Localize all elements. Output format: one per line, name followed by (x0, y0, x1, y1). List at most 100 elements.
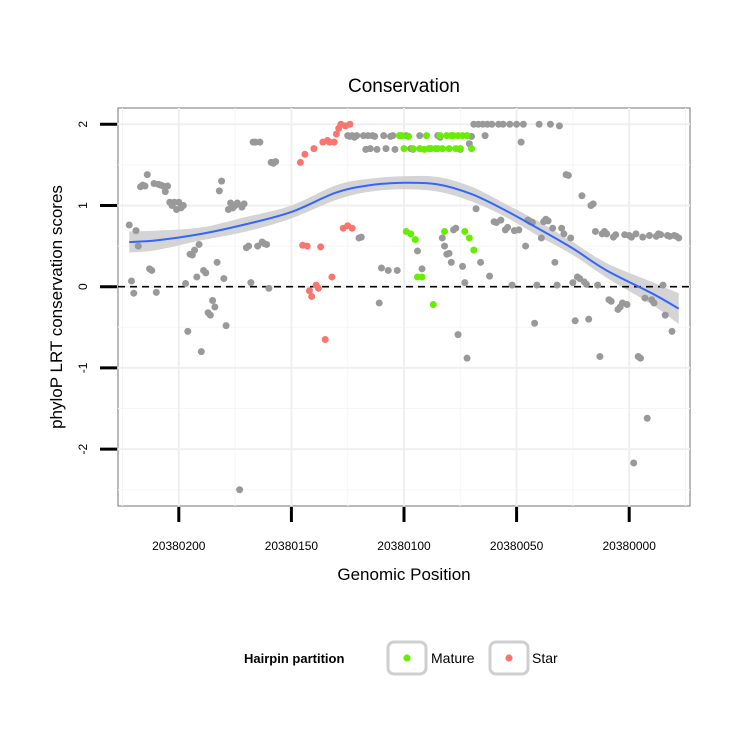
point-other (639, 233, 647, 241)
point-other (357, 233, 365, 241)
y-tick-label: 2 (76, 121, 90, 128)
point-other (141, 182, 149, 190)
point-other (506, 120, 514, 128)
point-other (589, 200, 597, 208)
point-other (247, 279, 255, 287)
point-other (382, 145, 390, 153)
point-star (330, 138, 338, 146)
point-other (591, 227, 599, 235)
point-mature (418, 273, 426, 281)
x-axis-title: Genomic Position (337, 565, 470, 584)
point-other (508, 281, 516, 289)
point-other (564, 171, 572, 179)
point-other (612, 231, 620, 239)
point-other (481, 132, 489, 140)
point-other (254, 242, 262, 250)
point-other (211, 303, 219, 311)
point-other (128, 277, 136, 285)
point-mature (423, 132, 431, 140)
point-other (603, 230, 611, 238)
x-tick-label: 20380000 (603, 539, 657, 553)
point-other (206, 311, 214, 319)
point-other (459, 262, 467, 270)
point-star (348, 224, 356, 232)
point-other (134, 242, 142, 250)
point-mature (407, 230, 415, 238)
point-other (463, 354, 471, 362)
y-tick-label: 1 (76, 202, 90, 209)
smooth-line-layer (129, 181, 680, 310)
point-other (143, 171, 151, 179)
point-other (236, 486, 244, 494)
y-tick-label: -2 (76, 443, 90, 454)
point-other (222, 322, 230, 330)
point-star (314, 284, 322, 292)
point-other (623, 301, 631, 309)
point-other (533, 281, 541, 289)
point-star (296, 158, 304, 166)
point-other (179, 201, 187, 209)
point-star (332, 130, 340, 138)
point-star (305, 287, 313, 295)
point-mature (436, 132, 444, 140)
loess-smooth-line (129, 181, 680, 310)
point-other (263, 240, 271, 248)
point-other (596, 353, 604, 361)
y-axis-title: phyloP LRT conservation scores (47, 185, 66, 429)
y-tick-label: 0 (76, 283, 90, 290)
point-star (346, 120, 354, 128)
point-other (522, 242, 530, 250)
point-star (308, 292, 316, 300)
point-other (517, 138, 525, 146)
legend-label-mature: Mature (431, 650, 475, 666)
y-tick-label: -1 (76, 362, 90, 373)
point-other (197, 348, 205, 356)
point-other (585, 315, 593, 323)
point-other (256, 138, 264, 146)
point-mature (405, 132, 412, 140)
x-tick-label: 20380200 (152, 539, 206, 553)
point-other (499, 120, 507, 128)
point-other (488, 120, 496, 128)
point-other (240, 200, 248, 208)
point-other (551, 258, 559, 266)
axes-layer: 20380200 20380150 20380100 20380050 20380000… (76, 121, 656, 553)
point-other (272, 158, 280, 166)
point-other (209, 297, 217, 304)
legend-title: Hairpin partition (244, 651, 344, 666)
point-other (371, 132, 379, 140)
point-other (497, 216, 505, 224)
point-other (132, 227, 140, 235)
chart-title: Conservation (348, 76, 460, 97)
point-other (519, 120, 527, 128)
point-other (486, 272, 494, 280)
x-tick-label: 20380150 (265, 539, 319, 553)
point-star (321, 335, 329, 343)
point-other (416, 132, 424, 140)
point-other (445, 249, 453, 257)
point-other (164, 182, 172, 190)
point-mature (429, 301, 437, 309)
point-other (535, 120, 543, 128)
point-mature (409, 145, 417, 153)
point-star (328, 273, 336, 281)
point-other (461, 279, 469, 287)
point-other (245, 242, 253, 250)
point-other (454, 331, 462, 339)
legend-label-star: Star (532, 650, 558, 666)
point-other (544, 217, 552, 225)
point-other (477, 258, 485, 266)
point-other (384, 266, 392, 274)
point-other (472, 205, 480, 213)
point-other (553, 281, 561, 289)
point-mature (445, 145, 453, 153)
confidence-band (129, 175, 679, 325)
point-other (195, 240, 203, 248)
point-other (191, 246, 199, 254)
point-other (233, 199, 241, 207)
point-other (438, 234, 446, 242)
point-mature (470, 246, 478, 254)
point-mature (468, 145, 476, 153)
point-other (375, 299, 383, 307)
